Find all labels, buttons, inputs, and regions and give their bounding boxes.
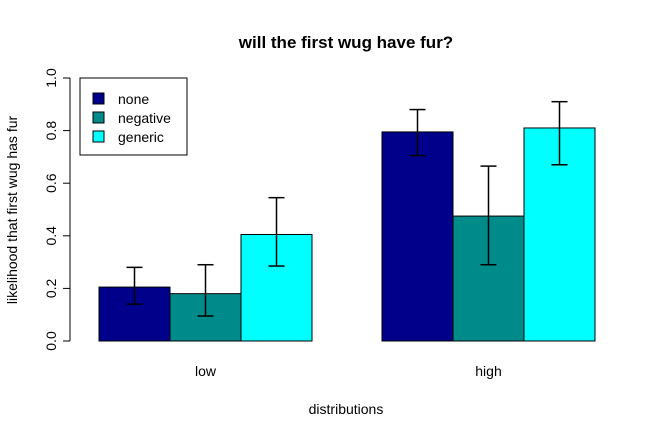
y-tick-label: 0.0 — [43, 331, 59, 351]
y-tick-label: 0.4 — [43, 226, 59, 246]
bars-group — [98, 127, 596, 342]
chart-title: will the first wug have fur? — [238, 33, 453, 52]
y-axis: 0.0 0.2 0.4 0.6 0.8 1.0 — [43, 68, 71, 351]
y-tick-label: 0.2 — [43, 278, 59, 298]
error-bar-none-high — [409, 108, 426, 157]
legend: none negative generic — [79, 77, 188, 156]
legend-label-generic: generic — [118, 129, 164, 145]
x-tick-label-low: low — [195, 363, 217, 379]
error-bar-generic-low — [268, 196, 285, 267]
x-tick-label-high: high — [475, 363, 501, 379]
legend-swatch-negative — [92, 111, 105, 124]
bar-none-high — [381, 131, 454, 342]
legend-label-negative: negative — [118, 110, 171, 126]
y-tick-label: 1.0 — [43, 68, 59, 88]
x-axis-label: distributions — [309, 401, 384, 417]
error-bar-negative-high — [480, 165, 497, 266]
y-tick-label: 0.6 — [43, 173, 59, 193]
y-tick-label: 0.8 — [43, 121, 59, 141]
legend-swatch-generic — [92, 130, 105, 143]
legend-label-none: none — [118, 91, 149, 107]
error-bars-group — [126, 100, 568, 317]
x-tick-labels: low high — [195, 363, 502, 379]
legend-swatch-none — [92, 92, 105, 105]
error-bar-negative-low — [197, 263, 214, 317]
error-bar-generic-high — [551, 100, 568, 166]
y-axis-label: likelihood that first wug has fur — [4, 116, 20, 305]
error-bar-none-low — [126, 266, 143, 305]
